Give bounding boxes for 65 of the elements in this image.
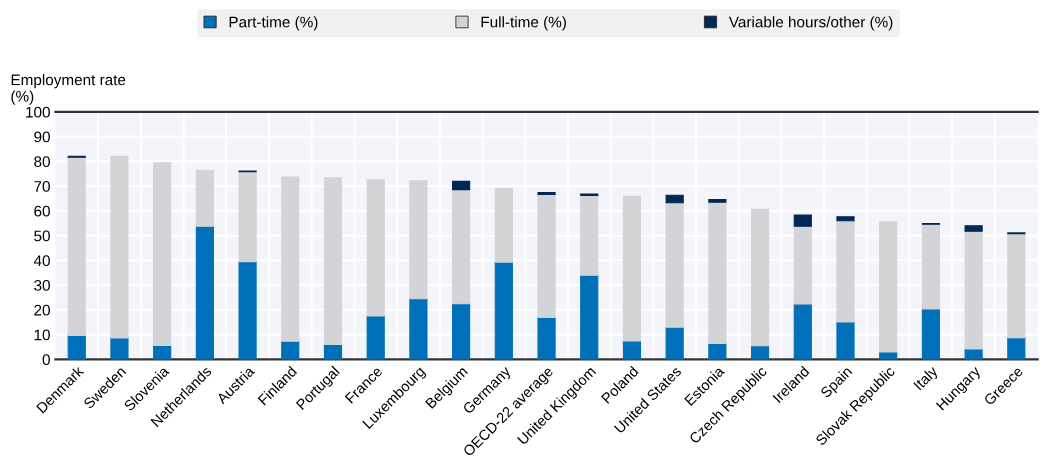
y-tick-label: 10 xyxy=(34,329,50,341)
y-tick-label: 60 xyxy=(34,205,50,217)
bar xyxy=(153,162,172,347)
bar xyxy=(964,225,983,232)
bar xyxy=(708,201,727,345)
bar xyxy=(708,198,727,203)
bar xyxy=(452,303,471,360)
bar xyxy=(665,326,684,360)
y-tick-label: 0 xyxy=(42,354,50,366)
bar xyxy=(708,342,727,360)
y-tick-label: 50 xyxy=(34,230,50,242)
bar xyxy=(622,195,642,342)
bar xyxy=(921,308,941,360)
bar xyxy=(964,230,983,350)
bar xyxy=(793,214,812,227)
bar xyxy=(110,337,129,360)
bar xyxy=(238,171,257,263)
bar xyxy=(494,188,513,263)
bar xyxy=(323,343,343,360)
bar xyxy=(750,208,770,347)
bar xyxy=(836,220,855,323)
bar xyxy=(537,193,556,319)
bar xyxy=(793,303,812,360)
bar xyxy=(238,261,257,360)
bar xyxy=(67,334,86,360)
bar xyxy=(793,225,812,305)
bar xyxy=(836,321,855,360)
bar xyxy=(409,298,428,360)
bar xyxy=(366,315,385,360)
y-axis-title: Employment rate (%) xyxy=(11,74,126,105)
bar xyxy=(665,202,684,328)
bar xyxy=(323,177,343,346)
legend-label: Part-time (%) xyxy=(229,16,318,31)
bar xyxy=(750,345,770,360)
y-tick-label: 70 xyxy=(34,180,50,192)
bar xyxy=(281,340,300,360)
bar xyxy=(452,189,471,305)
bar xyxy=(281,176,300,342)
bar xyxy=(1007,233,1026,339)
legend-label: Variable hours/other (%) xyxy=(728,16,893,31)
bar xyxy=(409,180,428,300)
bar xyxy=(452,180,471,191)
y-tick-label: 100 xyxy=(26,106,50,118)
y-tick-label: 90 xyxy=(34,131,50,143)
bar xyxy=(879,221,898,353)
bar xyxy=(195,225,214,360)
legend-label: Full-time (%) xyxy=(481,16,566,31)
bar xyxy=(110,155,129,339)
bar xyxy=(153,344,172,360)
bar xyxy=(366,179,385,317)
bar xyxy=(195,169,214,227)
bar xyxy=(580,194,599,276)
bar xyxy=(836,216,855,222)
bar xyxy=(537,316,556,360)
y-tick-label: 40 xyxy=(33,255,50,267)
bar xyxy=(665,194,684,204)
bar xyxy=(921,223,941,310)
bar xyxy=(67,156,86,336)
bar xyxy=(1007,337,1026,360)
y-tick-label: 20 xyxy=(34,304,50,316)
x-tick-label: Italy xyxy=(912,364,941,393)
bar xyxy=(494,261,513,360)
y-tick-label: 30 xyxy=(34,279,50,291)
bar xyxy=(580,274,599,360)
y-tick-label: 80 xyxy=(34,156,50,168)
